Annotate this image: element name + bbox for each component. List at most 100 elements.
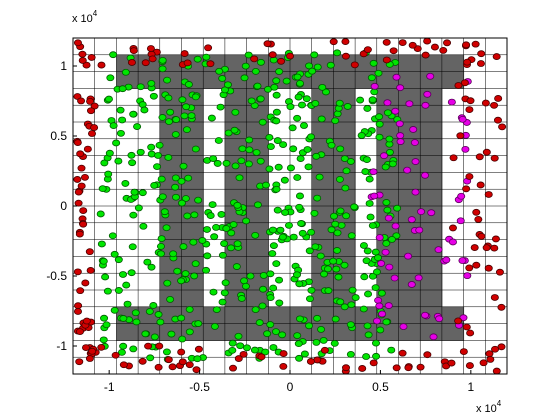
red-point — [87, 130, 96, 137]
red-point — [466, 329, 475, 337]
green-point — [223, 81, 232, 89]
green-point — [375, 113, 384, 121]
green-point — [245, 136, 254, 144]
green-point — [310, 209, 319, 217]
green-point — [121, 180, 130, 187]
green-point — [346, 350, 355, 358]
red-point — [192, 366, 201, 374]
green-point — [286, 164, 295, 172]
red-point — [465, 264, 474, 272]
green-point — [343, 103, 352, 110]
green-point — [368, 222, 377, 229]
green-point — [156, 242, 165, 250]
green-point — [100, 314, 109, 322]
green-point — [311, 100, 320, 107]
red-point — [141, 59, 150, 67]
green-point — [99, 336, 108, 344]
green-point — [273, 206, 282, 214]
red-point — [83, 145, 92, 153]
magenta-point — [442, 256, 451, 264]
red-point — [369, 359, 378, 367]
green-point — [167, 330, 176, 338]
green-point — [387, 235, 396, 243]
red-point — [78, 50, 87, 58]
shaded-cell — [398, 54, 421, 73]
green-point — [171, 183, 180, 191]
green-point — [119, 342, 128, 350]
green-point — [269, 242, 278, 250]
magenta-point — [421, 171, 430, 179]
magenta-point — [391, 222, 400, 230]
green-point — [231, 162, 240, 170]
red-point — [482, 244, 491, 252]
green-point — [312, 152, 321, 160]
green-point — [375, 133, 384, 141]
red-point — [239, 350, 248, 358]
green-point — [212, 306, 221, 313]
green-point — [268, 250, 277, 257]
x-tick-label: 0 — [287, 380, 294, 394]
green-point — [233, 240, 242, 248]
green-point — [295, 354, 304, 362]
red-point — [74, 188, 83, 196]
green-point — [247, 97, 256, 105]
magenta-point — [374, 296, 383, 304]
green-point — [230, 126, 239, 134]
shaded-cell — [246, 256, 269, 274]
red-point — [465, 106, 474, 113]
green-point — [226, 244, 235, 252]
green-point — [209, 155, 218, 162]
magenta-point — [405, 100, 414, 108]
green-point — [209, 288, 218, 296]
green-point — [256, 157, 265, 165]
red-point — [129, 47, 138, 55]
green-point — [266, 270, 275, 278]
green-point — [272, 91, 281, 99]
red-point — [148, 55, 157, 63]
green-point — [346, 321, 355, 329]
red-point — [416, 363, 425, 371]
green-point — [305, 322, 314, 330]
green-point — [171, 131, 180, 138]
shaded-cell — [246, 239, 269, 257]
green-point — [214, 137, 223, 144]
x-scale-exponent: 4 — [497, 399, 502, 408]
green-point — [109, 51, 118, 59]
red-point — [342, 364, 351, 372]
green-point — [329, 212, 338, 220]
shaded-cell — [333, 122, 356, 140]
shaded-cell — [398, 71, 421, 89]
green-point — [274, 163, 283, 171]
green-point — [222, 225, 231, 232]
green-point — [121, 68, 130, 76]
green-point — [298, 101, 307, 109]
green-point — [365, 175, 374, 183]
red-point — [491, 235, 500, 243]
red-point — [495, 268, 504, 276]
green-point — [319, 337, 328, 344]
shaded-cell — [420, 105, 443, 123]
red-point — [119, 361, 128, 369]
green-point — [279, 141, 288, 148]
magenta-point — [375, 234, 384, 241]
green-point — [347, 301, 356, 309]
green-point — [366, 213, 375, 221]
green-point — [275, 299, 284, 307]
green-point — [162, 224, 171, 232]
green-point — [116, 129, 125, 137]
green-point — [234, 332, 243, 340]
green-point — [172, 116, 181, 123]
magenta-point — [370, 192, 379, 200]
green-point — [216, 103, 225, 111]
shaded-cell — [116, 323, 139, 341]
shaded-cell — [398, 290, 421, 308]
red-point — [341, 52, 350, 60]
red-point — [155, 342, 164, 350]
green-point — [208, 201, 217, 209]
green-point — [266, 321, 275, 328]
green-point — [163, 279, 172, 287]
shaded-cell — [116, 71, 139, 89]
red-point — [459, 348, 468, 355]
red-point — [398, 39, 407, 47]
green-point — [313, 63, 322, 71]
